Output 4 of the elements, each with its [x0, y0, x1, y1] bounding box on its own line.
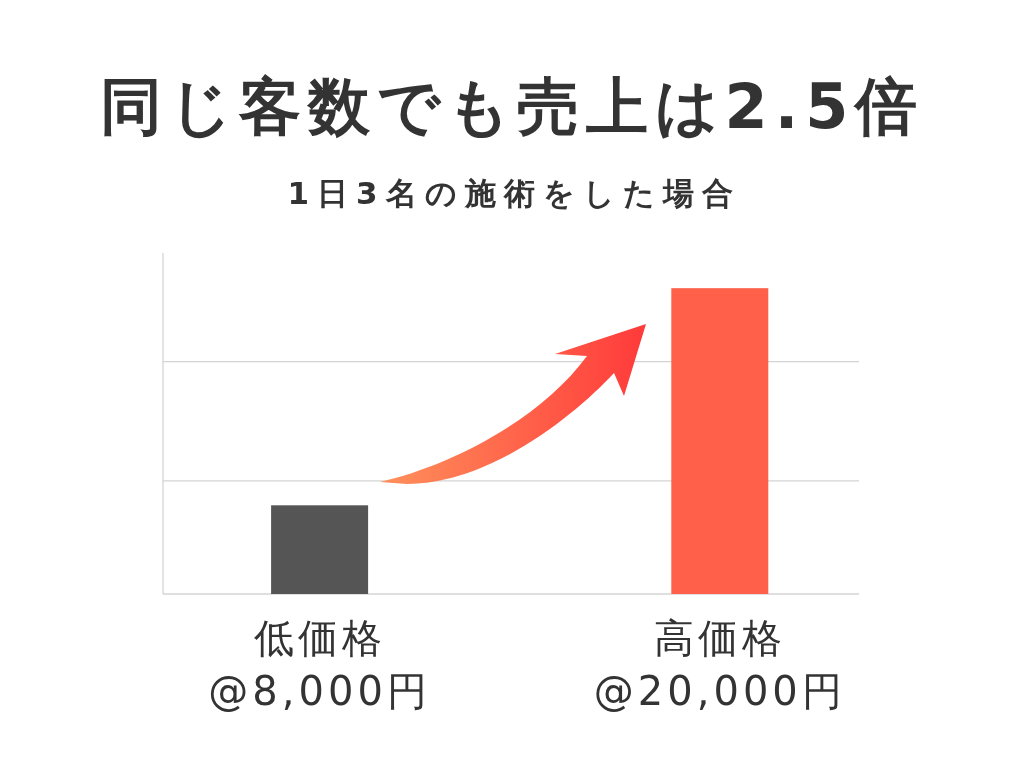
x-tick-label: 低価格 @8,000円 [208, 615, 431, 714]
chart-subtitle: 1日3名の施術をした場合 [287, 175, 741, 211]
chart-title: 同じ客数でも売上は2.5倍 [99, 69, 925, 143]
x-tick-label: 高価格 @20,000円 [593, 615, 846, 714]
